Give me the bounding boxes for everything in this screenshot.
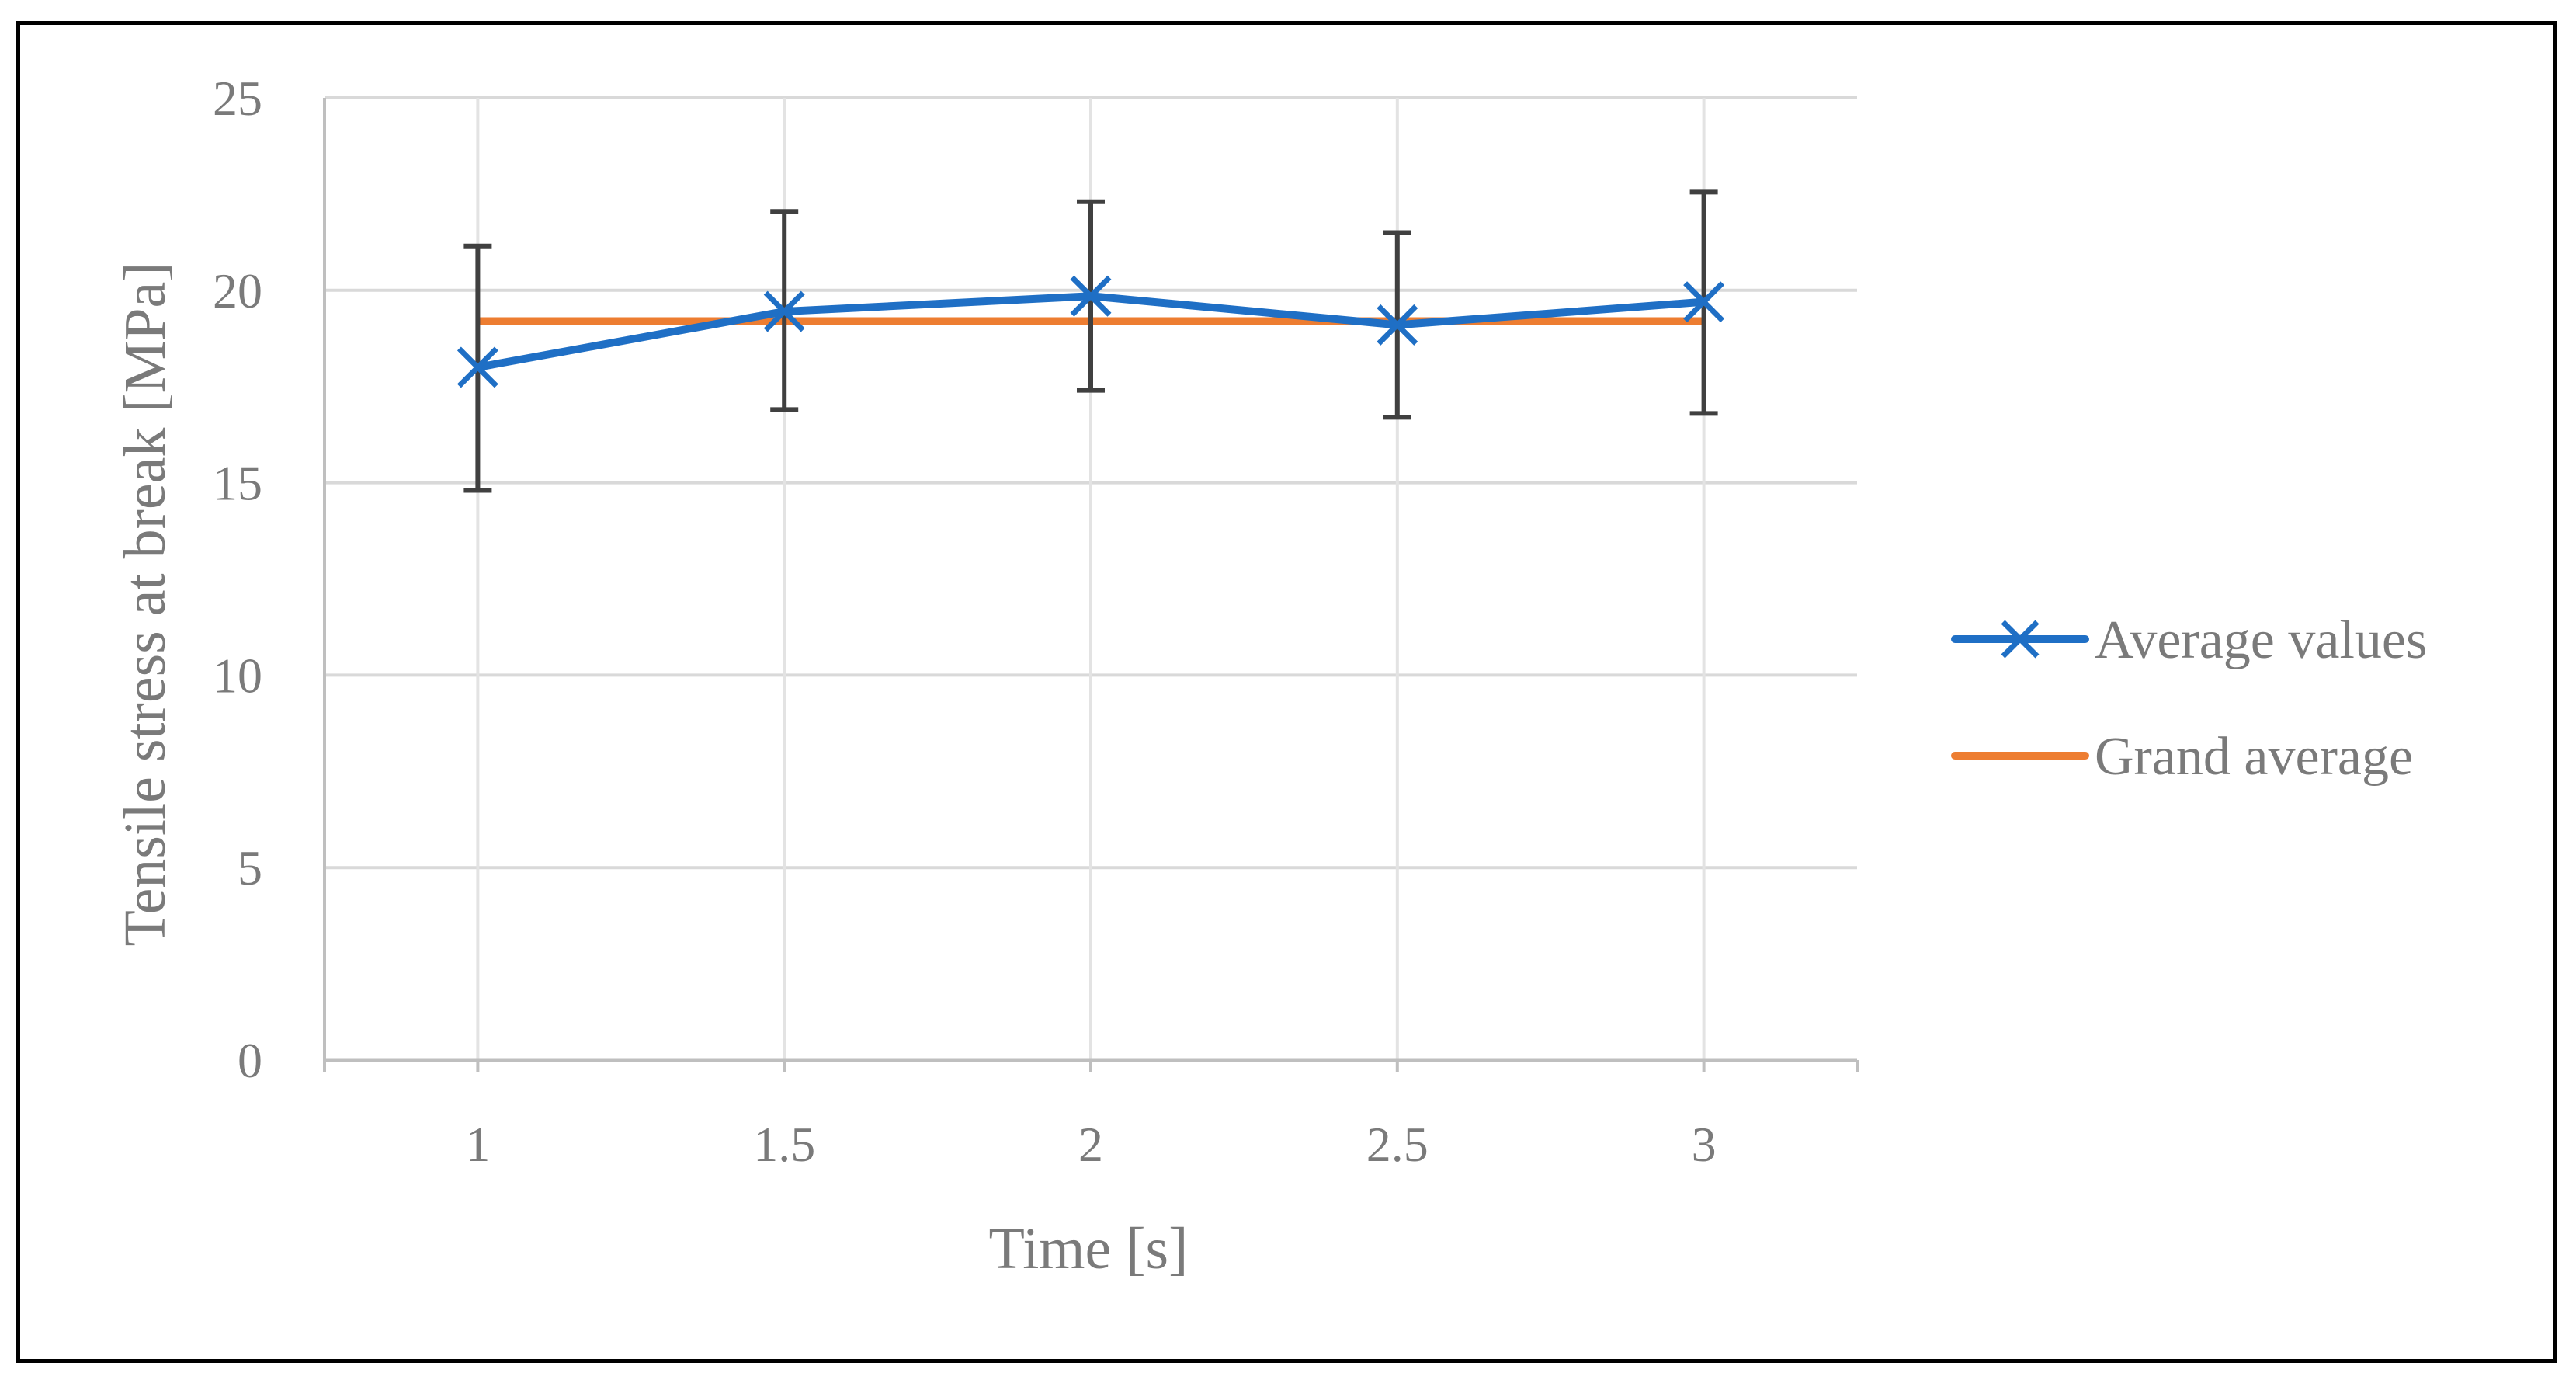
y-tick-label: 15 xyxy=(213,456,262,511)
axes xyxy=(323,98,1859,1072)
data-point-marker xyxy=(1070,275,1112,317)
chart-frame xyxy=(16,21,2557,1363)
x-tick-label: 1.5 xyxy=(753,1117,815,1172)
y-tick-labels: 0 5 10 15 20 25 xyxy=(213,71,262,1088)
legend-item-average-values: Average values xyxy=(1951,610,2427,670)
data-point-marker xyxy=(1683,281,1725,323)
x-tick-label: 2 xyxy=(1078,1117,1103,1172)
x-tick-label: 1 xyxy=(465,1117,490,1172)
legend-item-grand-average: Grand average xyxy=(1951,727,2413,787)
average-values-series xyxy=(457,275,1725,388)
y-tick-label: 5 xyxy=(238,840,262,895)
legend: Average values Grand average xyxy=(1951,610,2427,787)
data-point-marker xyxy=(457,346,498,388)
y-tick-label: 10 xyxy=(213,648,262,703)
x-axis-title: Time [s] xyxy=(989,1216,1189,1281)
y-axis-title: Tensile stress at break [MPa] xyxy=(113,262,178,946)
legend-label-average-values: Average values xyxy=(2095,610,2427,670)
y-tick-label: 25 xyxy=(213,71,262,126)
y-tick-label: 20 xyxy=(213,263,262,318)
data-point-marker xyxy=(1377,304,1418,346)
y-tick-label: 0 xyxy=(238,1033,262,1088)
legend-label-grand-average: Grand average xyxy=(2095,727,2413,787)
data-point-marker xyxy=(763,290,805,332)
x-tick-label: 2.5 xyxy=(1366,1117,1429,1172)
legend-marker-average-values xyxy=(2001,620,2040,659)
x-tick-labels: 1 1.5 2 2.5 3 xyxy=(465,1117,1716,1172)
x-tick-label: 3 xyxy=(1692,1117,1717,1172)
